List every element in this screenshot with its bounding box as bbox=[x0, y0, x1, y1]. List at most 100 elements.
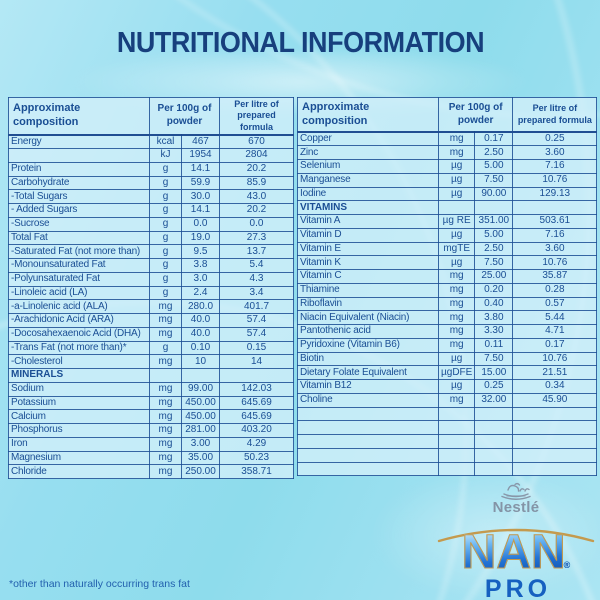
per-100g-cell bbox=[474, 406, 514, 422]
per-litre-cell: 3.60 bbox=[512, 241, 598, 257]
nutrition-table: Approximate composition Per 100g of powde… bbox=[8, 96, 294, 479]
per-100g-cell: 0.40 bbox=[474, 296, 514, 312]
column-header-per-100g-label: Per 100g of powder bbox=[448, 102, 503, 126]
row-label-cell: Calcium bbox=[8, 409, 150, 424]
per-litre-cell: 45.90 bbox=[512, 392, 598, 408]
unit-cell: kcal bbox=[149, 134, 182, 149]
column-header-per-100g: Per 100g of powder bbox=[149, 96, 220, 136]
per-litre-cell: 20.2 bbox=[219, 161, 294, 177]
per-100g-cell: 351.00 bbox=[474, 214, 514, 229]
per-litre-cell: 85.9 bbox=[219, 175, 294, 191]
per-100g-cell: 3.80 bbox=[474, 310, 514, 325]
row-label-cell bbox=[297, 447, 439, 463]
per-100g-cell: 467 bbox=[181, 134, 220, 149]
table-row: Biotin µg 7.50 10.76 bbox=[297, 351, 598, 367]
column-header-per-100g: Per 100g of powder bbox=[437, 97, 514, 133]
unit-cell: µg RE bbox=[437, 214, 476, 229]
row-label-cell: Selenium bbox=[297, 159, 439, 174]
per-100g-cell: 19.0 bbox=[181, 230, 220, 246]
table-row: Sodium mg 99.00 142.03 bbox=[8, 381, 294, 397]
per-litre-cell: 10.76 bbox=[512, 255, 598, 270]
table-row bbox=[297, 447, 598, 463]
unit-cell: g bbox=[149, 258, 182, 273]
per-100g-cell: 3.00 bbox=[181, 436, 220, 452]
unit-cell: mg bbox=[149, 436, 182, 452]
footnote: *other than naturally occurring trans fa… bbox=[9, 578, 190, 590]
per-100g-cell: 59.9 bbox=[181, 175, 220, 191]
per-100g-cell: 2.50 bbox=[474, 241, 514, 257]
unit-cell: mg bbox=[437, 337, 476, 353]
table-row: Pyridoxine (Vitamin B6) mg 0.11 0.17 bbox=[297, 337, 598, 353]
per-litre-cell: 2804 bbox=[219, 148, 294, 163]
row-label-cell: -Polyunsaturated Fat bbox=[8, 271, 150, 287]
column-header-per-litre: Per litre of prepared formula bbox=[512, 97, 598, 133]
row-label-cell: Phosphorus bbox=[8, 423, 150, 438]
table-row: Iron mg 3.00 4.29 bbox=[8, 436, 294, 452]
nestle-nest-icon bbox=[501, 482, 531, 500]
nutrition-table-left: Approximate composition Per 100g of powde… bbox=[8, 96, 294, 479]
header-row: Approximate composition Per 100g of powde… bbox=[297, 97, 598, 133]
per-litre-cell: 403.20 bbox=[219, 423, 294, 438]
column-header-composition-label: Approximate composition bbox=[302, 100, 370, 127]
row-label-cell: Zinc bbox=[297, 145, 439, 160]
registered-mark: ® bbox=[563, 560, 571, 570]
per-litre-cell: 3.4 bbox=[219, 285, 294, 301]
nutrition-table: Approximate composition Per 100g of powde… bbox=[297, 97, 598, 477]
column-header-per-litre-label: Per litre of prepared formula bbox=[234, 99, 279, 132]
table-row: Vitamin B12 µg 0.25 0.34 bbox=[297, 379, 598, 394]
per-100g-cell: 0.20 bbox=[474, 282, 514, 298]
unit-cell: mg bbox=[437, 145, 476, 160]
table-row: Niacin Equivalent (Niacin) mg 3.80 5.44 bbox=[297, 310, 598, 325]
brand-logo: Nestlé NAN® PRO bbox=[425, 479, 600, 600]
unit-cell: kJ bbox=[149, 148, 182, 163]
unit-cell bbox=[437, 420, 476, 435]
per-litre-cell bbox=[219, 368, 294, 383]
unit-cell: mg bbox=[437, 296, 476, 312]
per-litre-cell: 43.0 bbox=[219, 189, 294, 204]
per-litre-cell: 10.76 bbox=[512, 351, 598, 367]
per-litre-cell: 645.69 bbox=[219, 409, 294, 424]
unit-cell: µg bbox=[437, 159, 476, 174]
per-100g-cell: 3.30 bbox=[474, 324, 514, 339]
row-label-cell: Copper bbox=[297, 131, 439, 147]
table-row: Iodine µg 90.00 129.13 bbox=[297, 186, 598, 202]
table-row: Carbohydrate g 59.9 85.9 bbox=[8, 175, 294, 191]
table-row: kJ 1954 2804 bbox=[8, 148, 294, 163]
unit-cell: mg bbox=[437, 282, 476, 298]
per-100g-cell: 3.8 bbox=[181, 258, 220, 273]
unit-cell: g bbox=[149, 271, 182, 287]
per-100g-cell: 25.00 bbox=[474, 269, 514, 284]
row-label-cell: Biotin bbox=[297, 351, 439, 367]
unit-cell: mg bbox=[437, 324, 476, 339]
row-label-cell: MINERALS bbox=[8, 368, 150, 383]
per-100g-cell: 281.00 bbox=[181, 423, 220, 438]
table-row: Thiamine mg 0.20 0.28 bbox=[297, 282, 598, 298]
column-header-per-litre: Per litre of prepared formula bbox=[219, 96, 294, 136]
per-100g-cell: 280.0 bbox=[181, 299, 220, 314]
per-litre-cell: 57.4 bbox=[219, 326, 294, 342]
per-litre-cell: 13.7 bbox=[219, 244, 294, 259]
row-label-cell bbox=[297, 461, 439, 477]
per-litre-cell: 7.16 bbox=[512, 159, 598, 174]
table-row: Protein g 14.1 20.2 bbox=[8, 161, 294, 177]
unit-cell: mg bbox=[437, 269, 476, 284]
unit-cell: g bbox=[149, 340, 182, 356]
unit-cell: mg bbox=[149, 450, 182, 466]
unit-cell bbox=[437, 406, 476, 422]
per-100g-cell: 7.50 bbox=[474, 351, 514, 367]
page-title-text: NUTRITIONAL INFORMATION bbox=[116, 27, 484, 59]
column-header-per-litre-label: Per litre of prepared formula bbox=[517, 103, 592, 125]
per-100g-cell: 99.00 bbox=[181, 381, 220, 397]
column-header-composition: Approximate composition bbox=[297, 97, 439, 133]
per-100g-cell: 10 bbox=[181, 354, 220, 369]
per-100g-cell bbox=[181, 368, 220, 383]
per-100g-cell: 3.0 bbox=[181, 271, 220, 287]
table-row: -Monounsaturated Fat g 3.8 5.4 bbox=[8, 258, 294, 273]
row-label-cell: Vitamin K bbox=[297, 255, 439, 270]
unit-cell: g bbox=[149, 230, 182, 246]
table-row: -Total Sugars g 30.0 43.0 bbox=[8, 189, 294, 204]
table-row: -Sucrose g 0.0 0.0 bbox=[8, 216, 294, 232]
row-label-cell: -Monounsaturated Fat bbox=[8, 258, 150, 273]
